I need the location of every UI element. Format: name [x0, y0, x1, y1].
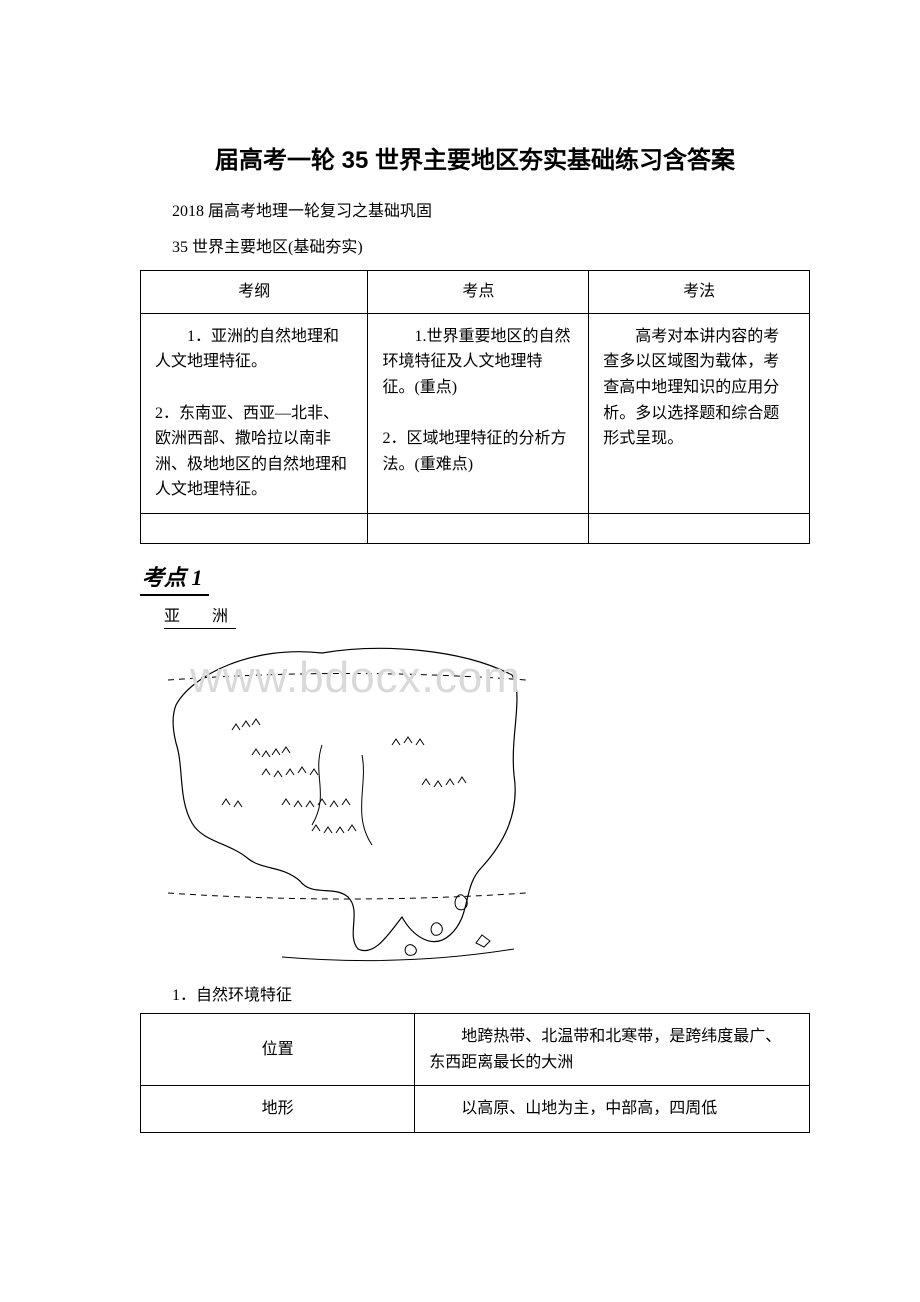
kaodian-heading-row: 考点 1 — [140, 560, 810, 596]
empty-cell — [368, 513, 589, 543]
intro-line-1: 2018 届高考地理一轮复习之基础巩固 — [140, 199, 810, 225]
col-header-kaofa: 考法 — [589, 271, 810, 314]
cell-kaofa: 高考对本讲内容的考查多以区域图为载体，考查高中地理知识的应用分析。多以选择题和综… — [589, 313, 810, 513]
page-title: 届高考一轮 35 世界主要地区夯实基础练习含答案 — [140, 140, 810, 175]
empty-cell — [141, 513, 368, 543]
asia-subheading: 亚 洲 — [164, 602, 236, 629]
table-row: 地形 以高原、山地为主，中部高，四周低 — [141, 1086, 810, 1133]
cell-kaodian: 1.世界重要地区的自然环境特征及人文地理特征。(重点) 2．区域地理特征的分析方… — [368, 313, 589, 513]
row-value-location: 地跨热带、北温带和北寒带，是跨纬度最广、东西距离最长的大洲 — [415, 1013, 810, 1085]
intro-line-2: 35 世界主要地区(基础夯实) — [140, 235, 810, 261]
outline-table: 考纲 考点 考法 1．亚洲的自然地理和人文地理特征。 2．东南亚、西亚—北非、欧… — [140, 270, 810, 544]
table-row: 考纲 考点 考法 — [141, 271, 810, 314]
table-row: 1．亚洲的自然地理和人文地理特征。 2．东南亚、西亚—北非、欧洲西部、撒哈拉以南… — [141, 313, 810, 513]
table-row — [141, 513, 810, 543]
asia-map-svg — [162, 635, 532, 965]
cell-kaogang: 1．亚洲的自然地理和人文地理特征。 2．东南亚、西亚—北非、欧洲西部、撒哈拉以南… — [141, 313, 368, 513]
asia-map: www.bdocx.com — [162, 635, 532, 965]
nature-features-table: 位置 地跨热带、北温带和北寒带，是跨纬度最广、东西距离最长的大洲 地形 以高原、… — [140, 1013, 810, 1133]
col-header-kaogang: 考纲 — [141, 271, 368, 314]
row-value-terrain: 以高原、山地为主，中部高，四周低 — [415, 1086, 810, 1133]
row-label-terrain: 地形 — [141, 1086, 415, 1133]
subheading-row: 亚 洲 — [140, 596, 810, 635]
kaodian-1-label: 考点 1 — [140, 560, 209, 596]
section-1-heading: 1．自然环境特征 — [140, 981, 810, 1005]
row-label-location: 位置 — [141, 1013, 415, 1085]
col-header-kaodian: 考点 — [368, 271, 589, 314]
empty-cell — [589, 513, 810, 543]
table-row: 位置 地跨热带、北温带和北寒带，是跨纬度最广、东西距离最长的大洲 — [141, 1013, 810, 1085]
